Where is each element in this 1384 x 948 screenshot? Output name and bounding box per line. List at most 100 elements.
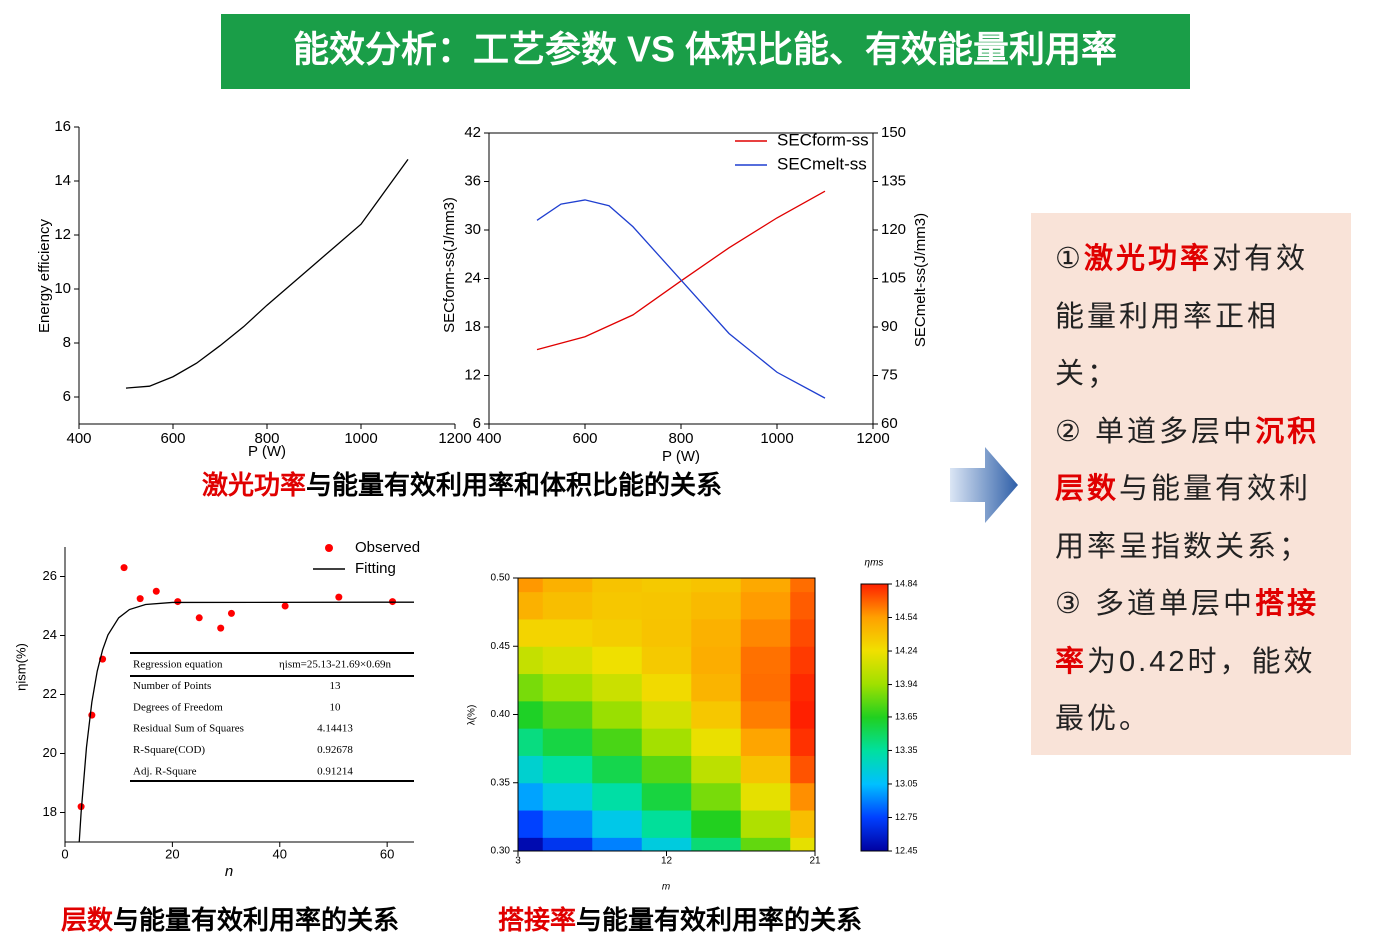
x-tick-label: 1000 (344, 430, 377, 447)
legend-label: Fitting (355, 560, 396, 577)
conclusion-item: ③ 多道单层中搭接率为0.42时，能效最优。 (1055, 576, 1335, 749)
heat-cell (790, 782, 816, 811)
x-tick-label: 600 (160, 430, 185, 447)
title-banner (221, 14, 1190, 89)
heat-cell (641, 591, 692, 620)
table-cell: 0.92678 (317, 744, 353, 756)
heat-cell (592, 591, 643, 620)
heat-cell (542, 646, 593, 675)
colorbar-tick-label: 13.94 (895, 679, 918, 689)
y-tick-label: 105 (881, 269, 906, 286)
heat-cell (592, 837, 643, 852)
y-tick-label: 135 (881, 172, 906, 189)
heat-cell (641, 728, 692, 756)
heat-cell (542, 591, 593, 620)
heat-cell (542, 700, 593, 729)
conclusion-text: ③ 多道单层中 (1055, 588, 1256, 620)
caption-part: 搭接率 (498, 905, 576, 935)
heat-cell (691, 837, 742, 852)
x-tick-label: 12 (661, 856, 673, 867)
colorbar-tick-label: 13.65 (895, 711, 918, 721)
y-tick-label: 90 (881, 318, 898, 335)
heat-cell (641, 578, 692, 593)
heat-cell (542, 728, 593, 756)
x-tick-label: 21 (809, 856, 821, 867)
heat-cell (592, 673, 643, 702)
heat-cell (740, 782, 791, 811)
heat-cell (740, 755, 791, 784)
caption-part: 与能量有效利用率的关系 (576, 905, 862, 935)
x-axis-label: n (225, 863, 233, 880)
point (217, 624, 225, 632)
heat-cell (518, 837, 544, 852)
x-tick-label: 0 (61, 846, 68, 861)
heat-cell (542, 755, 593, 784)
conclusion-text: 对有效能量利用率正相关； (1055, 243, 1309, 390)
conclusion-text: 为0.42时，能效最优。 (1055, 645, 1316, 736)
heat-cell (691, 578, 742, 593)
colorbar-tick-label: 13.35 (895, 745, 918, 755)
x-axis-label: m (662, 882, 670, 893)
heat-cell (740, 700, 791, 729)
heat-cell (592, 810, 643, 838)
colorbar-tick-label: 12.45 (895, 845, 918, 855)
y-tick-label: 30 (464, 221, 481, 238)
heat-cell (542, 782, 593, 811)
heat-cell (740, 728, 791, 756)
point (195, 614, 203, 622)
conclusion-text: 与能量有效利用率呈指数关系； (1055, 473, 1312, 563)
conclusion-item: ①激光功率对有效能量利用率正相关； (1055, 231, 1335, 404)
slide-title: 能效分析：工艺参数 VS 体积比能、有效能量利用率 (293, 29, 1117, 70)
heat-cell (518, 646, 544, 675)
heat-cell (592, 646, 643, 675)
point (335, 593, 343, 601)
heat-cell (518, 810, 544, 838)
table-cell: 10 (330, 701, 342, 713)
heat-cell (691, 673, 742, 702)
heat-cell (518, 755, 544, 784)
heat-cell (691, 755, 742, 784)
legend-label: SECmelt-ss (777, 154, 867, 173)
heat-cell (518, 673, 544, 702)
heat-cell (691, 618, 742, 647)
series-line (125, 159, 409, 389)
heat-cell (641, 618, 692, 647)
table-cell: Number of Points (133, 680, 211, 692)
colorbar-tick-label: 13.05 (895, 778, 918, 788)
point (227, 609, 235, 617)
heat-cell (518, 618, 544, 647)
heat-cell (740, 837, 791, 852)
colorbar-tick-label: 14.24 (895, 645, 918, 655)
y-axis-label: SECform-ss(J/mm3) (441, 197, 458, 333)
heat-cell (518, 591, 544, 620)
y-tick-label: 16 (54, 118, 71, 135)
heat-cell (740, 591, 791, 620)
heat-cell (641, 673, 692, 702)
colorbar-tick-label: 12.75 (895, 812, 918, 822)
y-tick-label: 6 (63, 388, 71, 405)
heat-cell (592, 755, 643, 784)
x-tick-label: 1200 (856, 430, 889, 447)
heat-cell (790, 837, 816, 852)
conclusion-text: 搭接率 (1055, 588, 1320, 678)
y-tick-label: 12 (54, 226, 71, 243)
y-axis-label: Energy efficiency (36, 219, 53, 333)
heat-cell (790, 728, 816, 756)
series-line (536, 199, 826, 399)
x-tick-label: 1000 (760, 430, 793, 447)
point (174, 598, 182, 606)
table-cell: Residual Sum of Squares (133, 723, 244, 735)
y-tick-label: 150 (881, 124, 906, 141)
conclusion-item: ② 单道多层中沉积层数与能量有效利用率呈指数关系； (1055, 404, 1335, 577)
heat-cell (790, 810, 816, 838)
y-axis-label: λ(%) (467, 705, 478, 726)
heat-cell (790, 591, 816, 620)
y-tick-label: 22 (43, 686, 57, 701)
y-tick-label: 75 (881, 366, 898, 383)
point (136, 595, 144, 603)
x-tick-label: 600 (572, 430, 597, 447)
heat-cell (542, 618, 593, 647)
heat-cell (518, 782, 544, 811)
legend-label: Observed (355, 539, 420, 556)
